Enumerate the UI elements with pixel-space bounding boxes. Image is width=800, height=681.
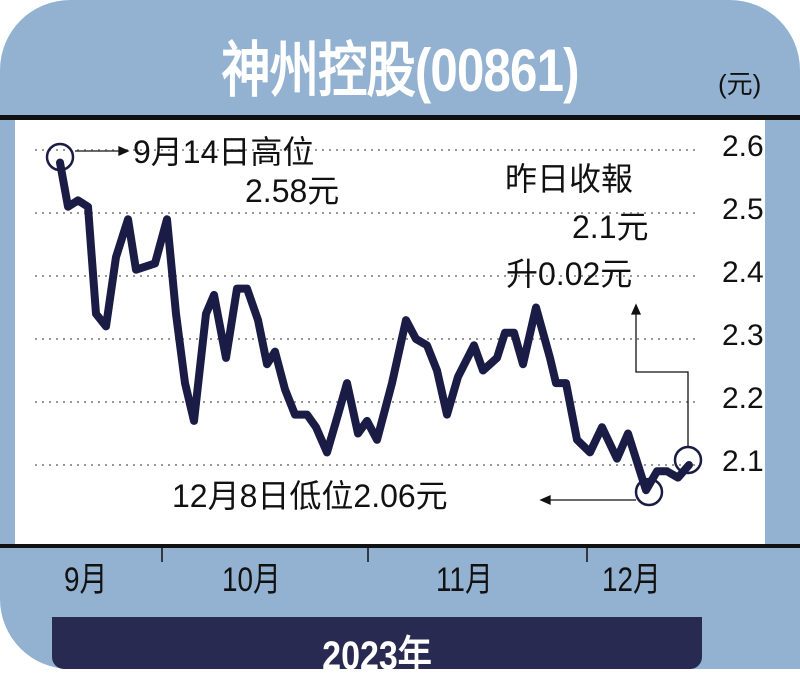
x-axis-ticks <box>161 546 588 562</box>
marker-circles <box>45 142 703 507</box>
annotation-arrows <box>75 145 689 506</box>
year-bar: 2023年 <box>52 617 702 678</box>
high-annotation: 9月14日高位 <box>133 134 315 170</box>
y-unit-label: (元) <box>718 69 762 99</box>
x-label: 12月 <box>602 561 661 599</box>
y-tick: 2.2 <box>722 382 764 415</box>
gridlines <box>35 149 700 466</box>
y-tick: 2.1 <box>722 445 764 478</box>
x-label: 10月 <box>222 561 281 599</box>
x-label: 11月 <box>436 561 493 599</box>
x-label: 9月 <box>64 561 108 599</box>
year-label: 2023年 <box>322 634 432 678</box>
top-axis-line <box>0 115 800 120</box>
high-value-annotation: 2.58元 <box>245 173 340 209</box>
y-tick: 2.5 <box>722 193 764 226</box>
y-tick: 2.6 <box>722 130 764 163</box>
close-annotation: 昨日收報 <box>505 161 634 197</box>
chart-title: 神州控股(00861) <box>221 37 579 104</box>
y-tick: 2.3 <box>722 319 764 352</box>
close-marker-icon <box>673 445 703 475</box>
low-annotation: 12月8日低位2.06元 <box>172 478 448 514</box>
x-axis-line <box>0 544 800 548</box>
close-change-annotation: 升0.02元 <box>506 256 633 292</box>
close-value-annotation: 2.1元 <box>572 209 649 245</box>
high-marker-icon <box>45 142 75 172</box>
price-line <box>56 158 693 495</box>
low-marker-icon <box>634 477 664 507</box>
y-tick: 2.4 <box>722 256 764 289</box>
